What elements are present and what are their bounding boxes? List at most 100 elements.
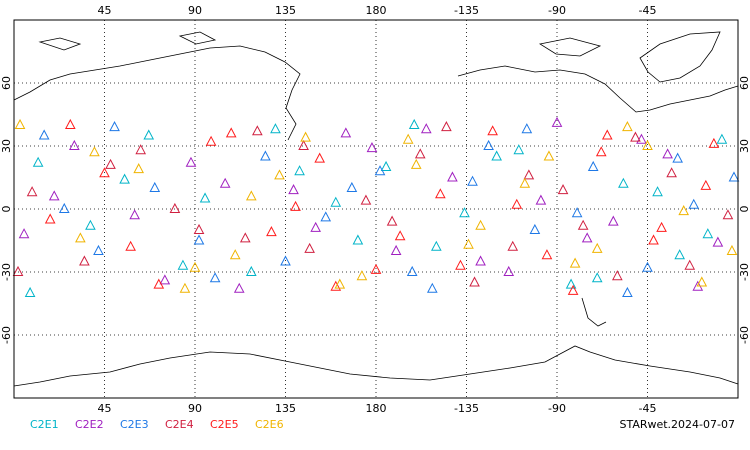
legend-label: C2E4: [165, 418, 194, 431]
observation-marker: [630, 131, 641, 142]
date-label: STARwet.2024-07-07: [619, 418, 735, 431]
x-tick-label: 90: [188, 4, 202, 17]
observation-marker: [32, 156, 44, 167]
observation-marker: [133, 163, 145, 174]
observation-marker: [294, 165, 305, 176]
observation-marker: [521, 123, 533, 134]
x-tick-label: -90: [548, 4, 566, 17]
observation-marker: [245, 265, 257, 276]
observation-marker: [541, 249, 553, 260]
observation-marker: [219, 177, 231, 188]
x-tick-label: 45: [98, 4, 112, 17]
observation-marker: [169, 202, 181, 213]
observation-marker: [551, 116, 563, 127]
observation-marker: [75, 232, 86, 243]
observation-marker: [125, 240, 136, 251]
x-tick-label: -45: [639, 4, 657, 17]
observation-marker: [209, 272, 221, 283]
x-tick-label: 180: [366, 402, 387, 415]
observation-marker: [728, 171, 740, 182]
observation-marker: [648, 234, 659, 245]
observation-marker: [18, 228, 30, 239]
observation-marker: [543, 150, 555, 161]
x-tick-label: -90: [548, 402, 566, 415]
observation-marker: [666, 167, 677, 178]
observation-marker: [491, 150, 502, 161]
observation-marker: [487, 125, 498, 136]
observation-marker: [270, 123, 281, 134]
observation-marker: [304, 242, 315, 253]
observation-marker: [722, 209, 734, 220]
observation-marker: [310, 221, 321, 232]
observation-marker: [622, 121, 633, 132]
observation-marker: [119, 173, 130, 184]
observation-marker: [622, 286, 633, 297]
observation-marker: [346, 181, 358, 192]
observation-marker: [48, 190, 60, 201]
observation-marker: [684, 259, 696, 270]
observation-marker: [642, 261, 653, 272]
legend-label: C2E1: [30, 418, 59, 431]
observation-marker: [674, 249, 686, 260]
y-tick-label: 60: [0, 76, 13, 90]
observation-marker: [618, 177, 629, 188]
observation-marker: [642, 139, 653, 150]
coastlines: [13, 31, 739, 387]
observation-marker: [712, 236, 724, 247]
observation-marker: [280, 255, 291, 266]
observation-marker: [290, 200, 301, 211]
observation-marker: [320, 211, 332, 222]
observation-marker: [662, 148, 673, 159]
observation-marker: [406, 265, 418, 276]
observation-marker: [612, 270, 623, 281]
observation-marker: [656, 221, 667, 232]
x-tick-label: 90: [188, 402, 202, 415]
observation-marker: [696, 276, 708, 287]
x-tick-label: -135: [454, 402, 479, 415]
x-tick-label: 180: [366, 4, 387, 17]
x-tick-label: 135: [275, 4, 296, 17]
observation-marker: [394, 230, 406, 241]
observation-marker: [410, 158, 422, 169]
legend-label: C2E6: [255, 418, 284, 431]
observation-marker: [274, 169, 285, 180]
observation-marker: [109, 121, 120, 132]
y-tick-label: -30: [0, 263, 13, 281]
y-tick-label: 30: [738, 139, 750, 153]
observation-marker: [523, 169, 535, 180]
observation-marker: [205, 135, 217, 146]
observation-marker: [143, 129, 155, 140]
observation-marker: [700, 179, 712, 190]
observation-marker: [314, 152, 326, 163]
observation-marker: [408, 118, 420, 129]
x-tick-label: 45: [98, 402, 112, 415]
observation-marker: [300, 131, 311, 142]
observation-marker: [366, 142, 378, 153]
observation-marker: [535, 194, 547, 205]
legend-label: C2E2: [75, 418, 104, 431]
grid: [14, 20, 738, 398]
observation-marker: [475, 219, 486, 230]
y-tick-label: -60: [738, 326, 750, 344]
observation-marker: [426, 282, 438, 293]
observation-marker: [233, 282, 245, 293]
observation-marker: [79, 255, 90, 266]
observation-marker: [185, 156, 197, 167]
observation-marker: [24, 286, 36, 297]
observation-marker: [245, 190, 257, 201]
observation-marker: [26, 186, 38, 197]
observation-marker: [475, 255, 486, 266]
x-tick-label: -45: [639, 402, 657, 415]
y-tick-label: 60: [738, 76, 750, 90]
observation-marker: [153, 278, 165, 289]
observation-marker: [135, 144, 147, 155]
observation-marker: [420, 123, 432, 134]
observation-marker: [447, 171, 458, 182]
observation-marker: [374, 165, 386, 176]
observation-marker: [565, 278, 577, 289]
observation-marker: [414, 148, 426, 159]
observation-marker: [601, 129, 613, 140]
y-tick-label: -60: [0, 326, 13, 344]
observation-marker: [159, 274, 171, 285]
